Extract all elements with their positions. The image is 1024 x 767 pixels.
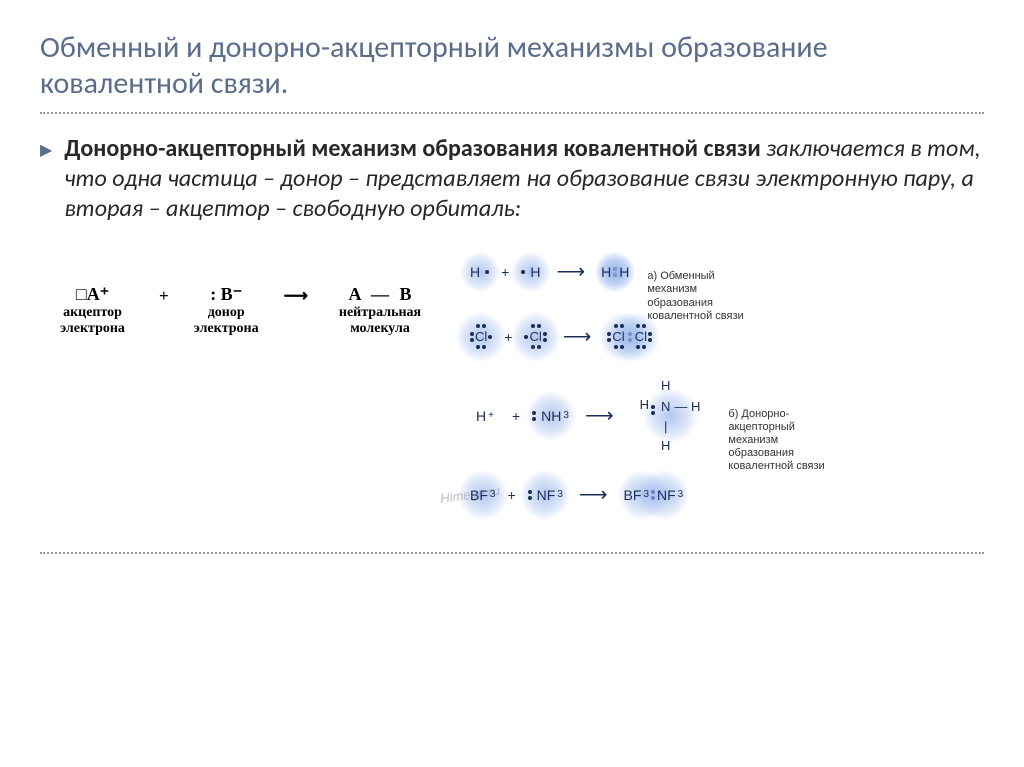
product: A — B нейтральная молекула [320,284,440,337]
body-bold: Донорно-акцепторный механизм образования… [64,134,760,163]
reaction-diagrams: H + H ⟶ H H а) Обменный механизм образов… [470,244,984,532]
bullet-icon: ▶ [40,140,52,160]
left-equation: □A⁺ акцептор электрона + : B⁻ донор элек… [40,244,440,337]
body-paragraph: ▶ Донорно-акцепторный механизм образован… [40,134,984,224]
donor: : B⁻ донор электрона [183,284,270,337]
content-row: □A⁺ акцептор электрона + : B⁻ донор элек… [40,244,984,532]
caption-a: а) Обменный механизм образования ковален… [647,270,757,323]
body-text: Донорно-акцепторный механизм образования… [64,134,984,224]
slide-title: Обменный и донорно-акцепторный механизмы… [40,30,984,102]
reaction-row-h2: H + H ⟶ H H а) Обменный механизм образов… [470,244,984,299]
divider [40,112,984,114]
caption-b: б) Донорно-акцепторный механизм образова… [728,408,838,474]
reaction-row-bf3nf3: Himege.ru BF3 + NF3 ⟶ BF3 NF3 [470,467,984,522]
reaction-row-nh4: H+ + NH3 ⟶ H H N — H | H б) Донорно-акце… [470,374,984,457]
divider-bottom [40,552,984,554]
acceptor: □A⁺ акцептор электрона [40,284,145,337]
